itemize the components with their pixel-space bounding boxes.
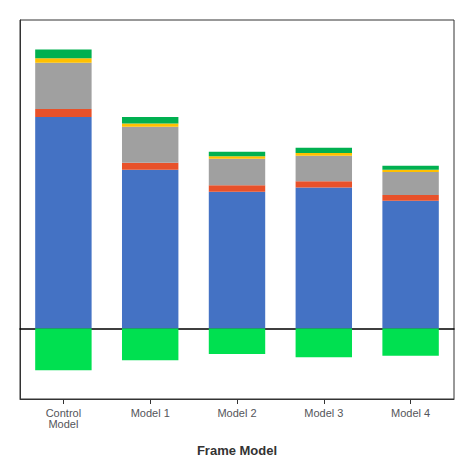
svg-text:Model 1: Model 1 [131,407,170,419]
svg-text:Frame Model: Frame Model [197,443,277,458]
svg-text:Control: Control [45,406,82,419]
svg-text:Model 2: Model 2 [217,407,256,419]
svg-text:Model 4: Model 4 [391,407,430,419]
svg-text:Model 3: Model 3 [304,407,343,419]
svg-text:Model: Model [48,418,78,430]
